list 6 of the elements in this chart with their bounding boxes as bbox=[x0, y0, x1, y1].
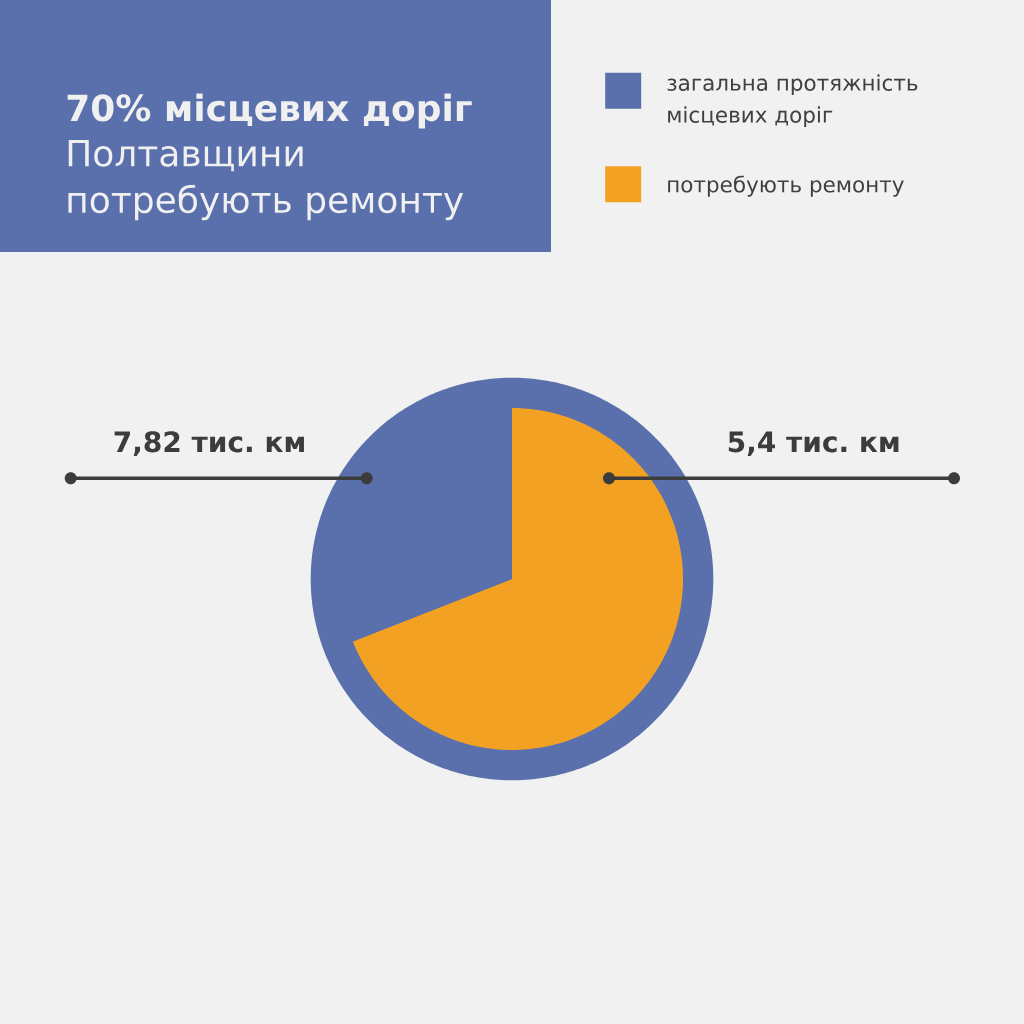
legend-label: загальна протяжність місцевих доріг bbox=[667, 74, 918, 128]
legend-label: потребують ремонту bbox=[668, 175, 904, 197]
data-label: 5,4 тис. км bbox=[728, 431, 899, 456]
data-label: 7,82 тис. км bbox=[114, 431, 304, 456]
text: Полтавщини потребують ремонту bbox=[68, 139, 464, 221]
text: 70% місцевих доріг bbox=[67, 93, 472, 129]
